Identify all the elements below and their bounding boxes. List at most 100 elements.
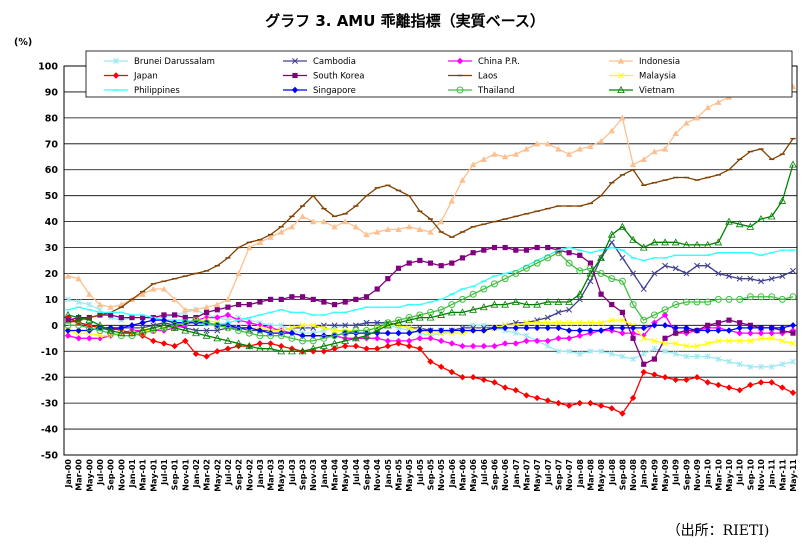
data-point xyxy=(714,238,723,246)
data-point xyxy=(256,332,264,340)
data-point xyxy=(523,319,530,326)
data-point xyxy=(352,322,359,329)
x-tick-label: Mar-02 xyxy=(203,459,212,491)
series-line xyxy=(68,251,794,342)
data-point xyxy=(630,356,637,363)
data-point xyxy=(213,334,222,342)
data-point xyxy=(310,218,317,225)
data-point xyxy=(426,313,435,321)
y-tick-label: 100 xyxy=(38,62,58,73)
data-point xyxy=(182,306,189,313)
data-point xyxy=(693,240,701,248)
data-point xyxy=(672,340,679,347)
data-point xyxy=(736,337,743,344)
x-tick-label: Sep-06 xyxy=(490,459,499,491)
data-point xyxy=(117,329,126,337)
legend-entry: Singapore xyxy=(283,86,356,96)
data-point xyxy=(480,285,488,293)
data-point xyxy=(203,353,210,360)
data-point xyxy=(214,348,221,355)
x-tick-label: Jul-00 xyxy=(96,459,105,486)
data-point xyxy=(640,350,647,357)
data-point xyxy=(619,353,626,360)
data-point xyxy=(779,324,786,332)
legend-entry: Laos xyxy=(448,72,498,82)
x-tick-label: Sep-01 xyxy=(171,459,180,491)
data-point xyxy=(171,296,178,302)
data-point xyxy=(566,348,573,355)
data-point xyxy=(513,247,519,253)
data-point xyxy=(363,294,370,300)
data-point xyxy=(640,286,647,292)
x-tick-label: Jul-08 xyxy=(608,459,617,486)
data-point xyxy=(768,363,775,370)
data-point xyxy=(470,322,477,329)
data-point xyxy=(565,150,573,157)
data-point xyxy=(694,353,700,360)
data-point xyxy=(576,399,583,407)
data-point xyxy=(203,303,210,310)
data-point xyxy=(140,314,146,321)
data-point xyxy=(737,320,743,326)
data-point xyxy=(523,332,530,339)
data-point xyxy=(597,269,605,277)
data-point xyxy=(767,212,776,220)
data-point xyxy=(161,312,167,318)
data-point xyxy=(683,353,690,360)
data-point xyxy=(481,247,487,253)
x-tick-label: Nov-01 xyxy=(181,459,190,491)
data-point xyxy=(523,145,530,152)
data-point xyxy=(85,316,94,324)
data-point xyxy=(779,273,786,280)
legend-box xyxy=(85,50,793,98)
data-point xyxy=(491,379,498,386)
data-point xyxy=(779,384,786,391)
x-tick-label: Mar-08 xyxy=(586,459,595,491)
data-point xyxy=(480,322,487,329)
data-point xyxy=(736,361,743,368)
data-point xyxy=(373,345,381,352)
data-point xyxy=(683,270,690,277)
y-axis-unit-label: (%) xyxy=(14,37,32,48)
data-point xyxy=(182,314,188,321)
data-point xyxy=(459,374,466,381)
data-point xyxy=(757,293,765,301)
data-point xyxy=(608,405,615,412)
data-point xyxy=(619,329,626,337)
data-point xyxy=(597,138,605,144)
data-point xyxy=(746,222,755,230)
data-point xyxy=(501,340,509,347)
data-point xyxy=(640,332,647,339)
data-point xyxy=(662,340,669,347)
data-point xyxy=(778,295,786,303)
data-point xyxy=(587,278,594,285)
data-point xyxy=(651,322,658,329)
data-point xyxy=(586,269,595,277)
data-point xyxy=(415,313,424,321)
data-point xyxy=(693,374,701,381)
data-point xyxy=(608,239,615,246)
x-tick-label: Jan-09 xyxy=(640,459,649,489)
data-point xyxy=(565,402,573,409)
data-point xyxy=(427,228,434,235)
x-tick-label: Mar-07 xyxy=(522,459,531,491)
data-point xyxy=(672,301,680,309)
data-point xyxy=(246,324,253,332)
data-point xyxy=(598,291,604,297)
data-point xyxy=(555,319,562,326)
legend-label: Brunei Darussalam xyxy=(134,57,215,67)
data-point xyxy=(160,316,168,324)
data-point xyxy=(384,342,392,350)
data-point xyxy=(266,344,275,352)
data-point xyxy=(683,376,690,383)
x-tick-label: Mar-05 xyxy=(395,459,404,491)
data-point xyxy=(256,239,264,245)
data-point xyxy=(758,363,764,370)
data-point xyxy=(224,345,232,352)
data-point xyxy=(374,319,381,326)
data-point xyxy=(235,270,242,277)
x-tick-label: May-05 xyxy=(405,459,414,492)
data-point xyxy=(202,331,211,339)
x-tick-label: Jul-10 xyxy=(736,459,745,486)
legend-entry: Japan xyxy=(104,72,158,82)
